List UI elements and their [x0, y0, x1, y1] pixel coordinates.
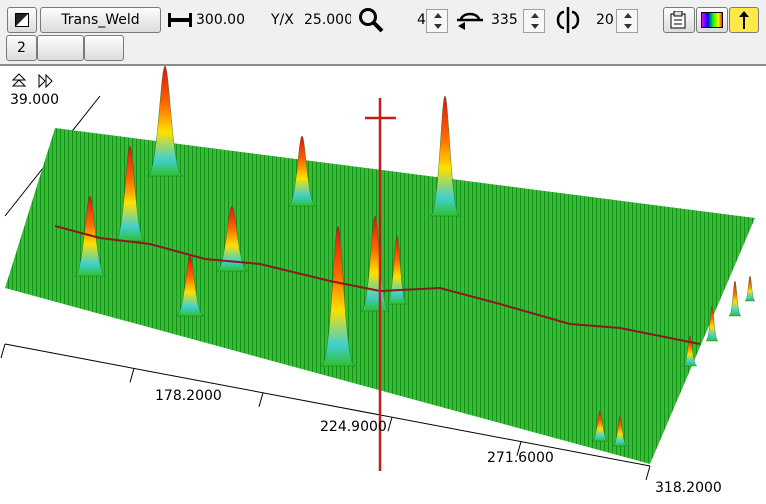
axis-label: 178.2000 [155, 388, 222, 404]
toolbar: Trans_Weld 300.00 Y/X 25.000 4 335 20 2 [0, 0, 766, 66]
peak [215, 205, 249, 272]
peak [386, 235, 408, 305]
peak [591, 410, 609, 442]
peak [682, 335, 698, 367]
up-button[interactable] [729, 7, 759, 33]
zoom-value: 4 [417, 12, 426, 28]
angle-value: 335 [491, 12, 518, 28]
tick [129, 368, 135, 383]
palette-button[interactable] [696, 7, 728, 33]
properties-button[interactable] [663, 7, 695, 33]
zoom-spinner[interactable] [426, 9, 448, 33]
peak [146, 66, 184, 177]
tick [516, 441, 522, 456]
tick [387, 417, 393, 432]
zoom-icon[interactable] [357, 6, 385, 34]
tilt-icon[interactable] [556, 6, 580, 34]
axis-label: 271.6000 [487, 450, 554, 466]
icon [739, 11, 749, 29]
tick [258, 392, 264, 407]
peak [744, 275, 756, 302]
tilt-value: 20 [596, 12, 614, 28]
peak [175, 255, 205, 317]
axis-label: 318.2000 [655, 480, 722, 496]
axis-ticks [0, 343, 651, 481]
peak [114, 145, 146, 242]
axis-label: 39.000 [10, 92, 59, 108]
axis-label: 224.9000 [320, 419, 387, 435]
empty-button[interactable] [37, 35, 84, 61]
peak [429, 95, 461, 217]
trace [54, 225, 701, 345]
display-button[interactable] [7, 7, 37, 33]
ratio-input[interactable]: 25.000 [304, 12, 351, 28]
nav-icons[interactable] [11, 73, 53, 89]
peak [287, 135, 317, 207]
page-button[interactable]: 2 [6, 35, 37, 61]
tick [645, 465, 651, 481]
icon [15, 13, 29, 27]
icon [701, 12, 723, 28]
length-value: 300.00 [196, 12, 245, 28]
icon [670, 10, 686, 29]
peak [612, 415, 628, 447]
corner-controls [8, 72, 60, 92]
surface-plot: 39.000 178.2000 224.9000 271.6000 318.20… [0, 66, 756, 496]
length-icon [168, 13, 192, 27]
mode-button[interactable]: Trans_Weld [40, 7, 161, 33]
tick [0, 343, 6, 359]
peak [320, 225, 356, 367]
peak [728, 280, 742, 317]
angle-spinner[interactable] [523, 9, 545, 33]
ratio-label: Y/X [271, 12, 294, 28]
axis-line [4, 343, 651, 467]
peak [705, 305, 719, 342]
rotate-icon[interactable] [455, 6, 485, 34]
empty-button[interactable] [84, 35, 124, 61]
tilt-spinner[interactable] [616, 9, 638, 33]
